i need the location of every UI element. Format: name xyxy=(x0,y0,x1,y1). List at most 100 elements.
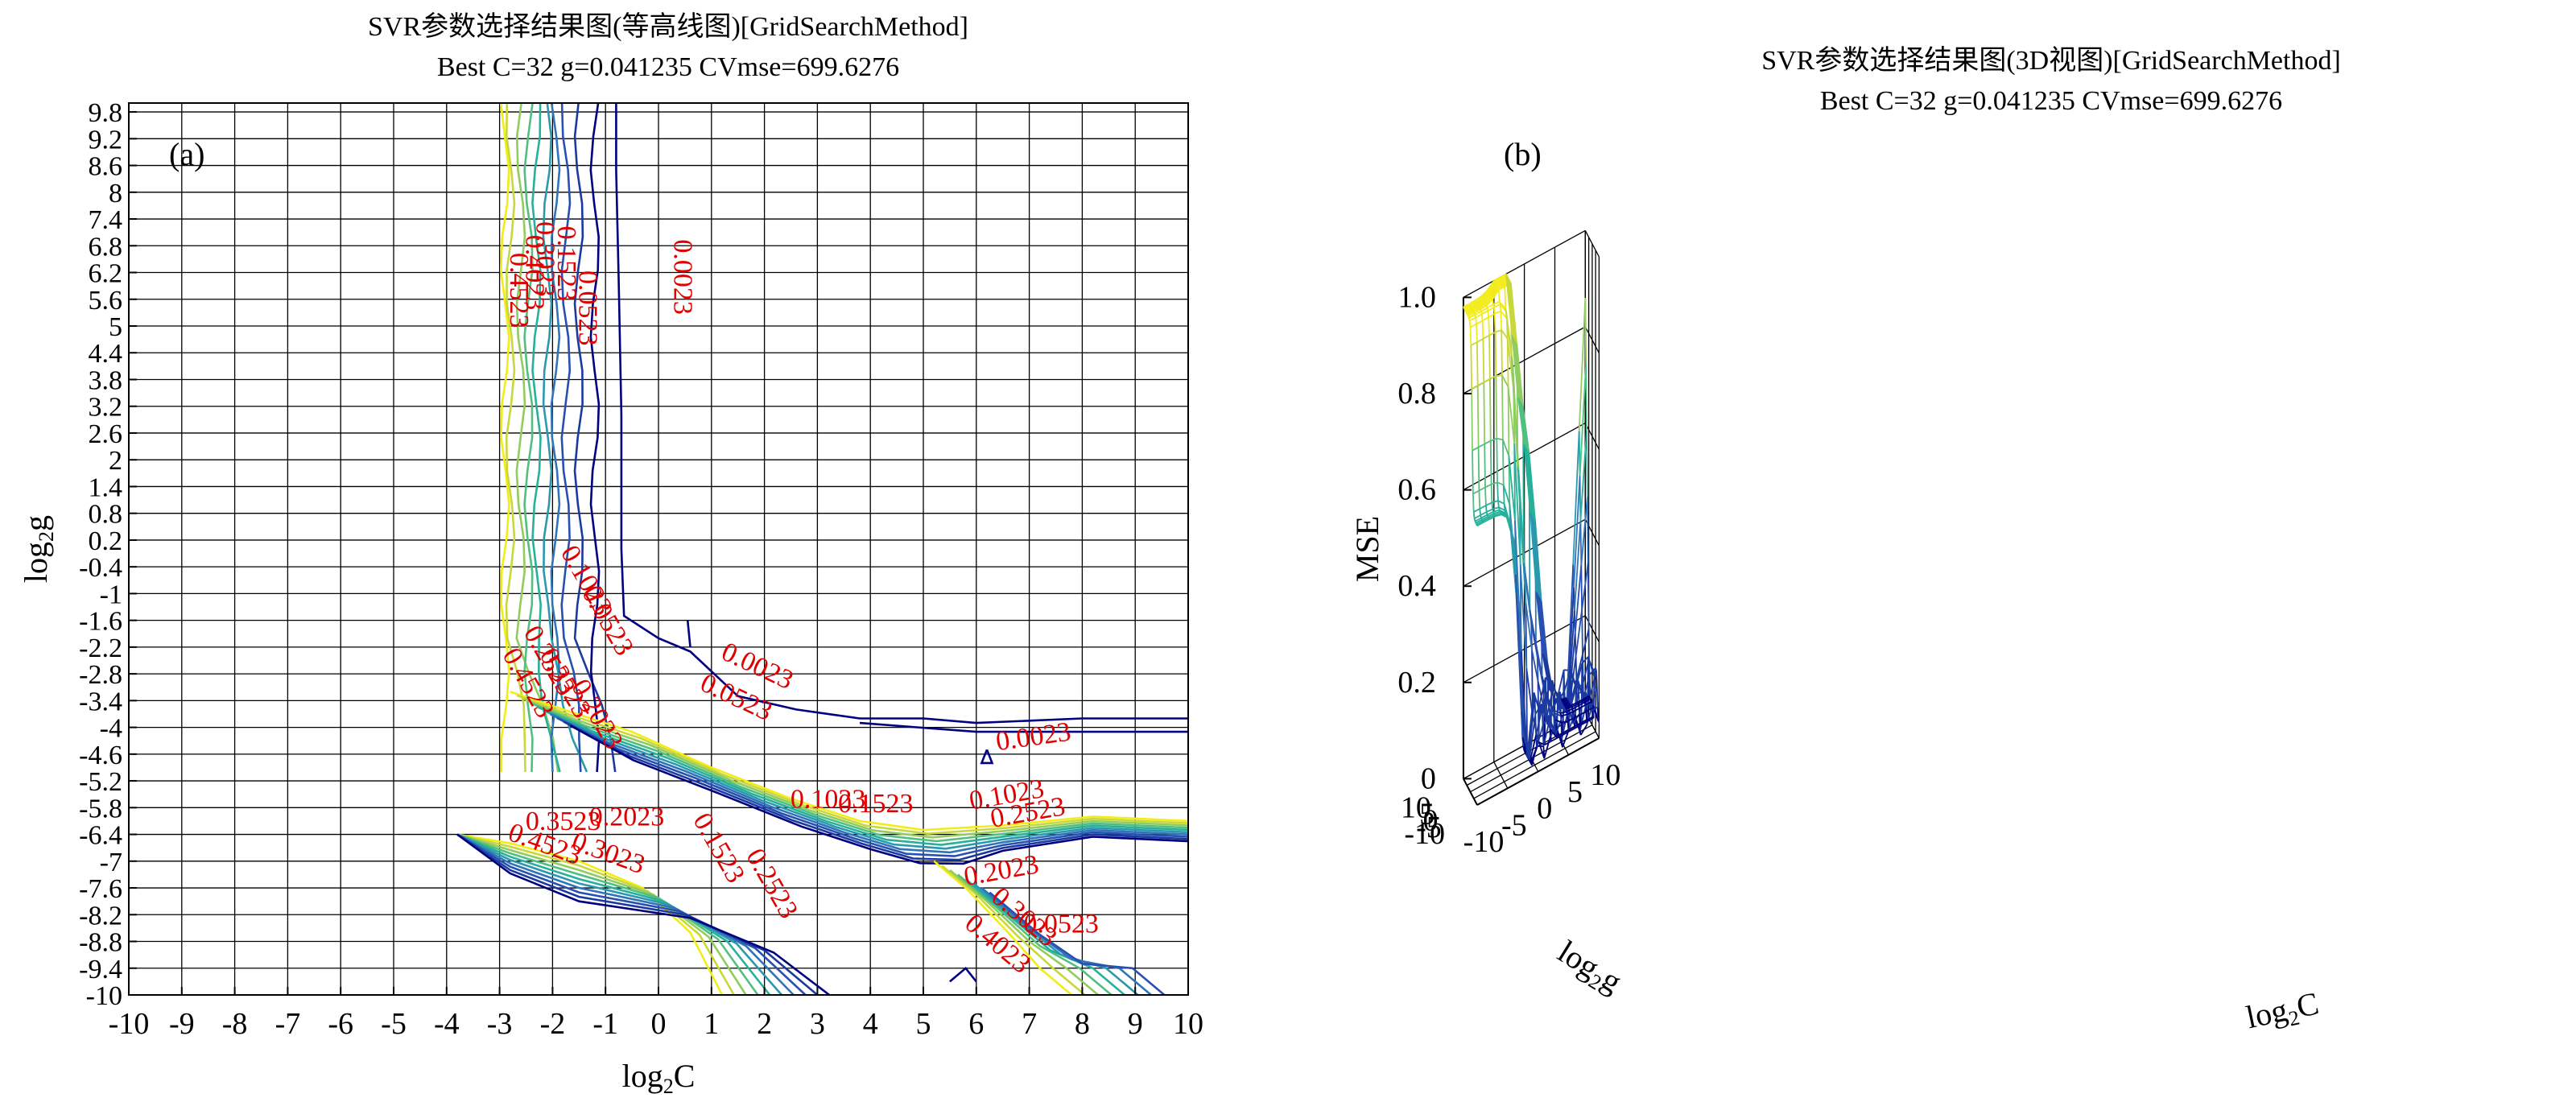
surface-mesh-line xyxy=(1486,508,1493,513)
surface-mesh-line xyxy=(1542,725,1545,747)
surface-mesh-line xyxy=(1484,483,1492,489)
contour-y-tick-label: -4 xyxy=(100,714,122,744)
surface-mesh-line xyxy=(1557,670,1565,697)
surface-mesh-line xyxy=(1537,681,1545,710)
surface-z-tick-label: 0 xyxy=(1421,761,1436,795)
surface-mesh-line xyxy=(1465,307,1472,312)
contour-x-tick-label: -1 xyxy=(592,1007,618,1041)
contour-y-tick-label: 6.8 xyxy=(89,232,123,262)
surface-mesh-line xyxy=(1488,284,1497,295)
surface-mesh-line xyxy=(1560,711,1567,714)
surface-mesh-line xyxy=(1505,308,1513,357)
surface-mesh-line xyxy=(1498,301,1506,309)
surface-mesh-line xyxy=(1582,658,1590,685)
surface-x-tick-label: -5 xyxy=(1501,808,1527,842)
contour-x-axis-label: log2C xyxy=(622,1058,696,1098)
surface-mesh-line xyxy=(1578,298,1587,431)
surface-mesh-line xyxy=(1567,711,1574,716)
surface-mesh-line xyxy=(1525,668,1528,757)
contour-y-tick-label: -8.8 xyxy=(79,928,122,958)
surface-mesh-line xyxy=(1561,722,1563,734)
surface-mesh-line xyxy=(1545,696,1548,716)
surface-mesh-line xyxy=(1478,443,1485,448)
contour-line xyxy=(949,966,977,983)
surface-mesh-line xyxy=(1482,316,1489,322)
contour-x-tick-label: 8 xyxy=(1075,1007,1090,1041)
contour-x-tick-label: -6 xyxy=(328,1007,353,1041)
contour-panel: SVR参数选择结果图(等高线图)[GridSearchMethod] Best … xyxy=(18,11,1203,1098)
surface-mesh-line xyxy=(1580,720,1588,726)
surface-mesh-line xyxy=(1487,510,1494,516)
contour-level-label: 0.2023 xyxy=(589,803,665,832)
surface-mesh-line xyxy=(1525,602,1533,650)
surface-mesh-line xyxy=(1502,439,1510,456)
surface-mesh-line xyxy=(1478,486,1486,492)
surface-mesh-line xyxy=(1485,297,1492,305)
surface-mesh-line xyxy=(1579,711,1587,716)
surface-mesh-line xyxy=(1533,697,1540,706)
surface-mesh-line xyxy=(1566,564,1575,698)
contour-level-label: 0.2523 xyxy=(740,844,803,923)
surface-mesh-line xyxy=(1529,734,1537,762)
surface-mesh-line xyxy=(1509,504,1517,575)
contour-y-tick-label: -10 xyxy=(86,981,122,1011)
contour-y-axis-label: log2g xyxy=(18,515,58,583)
surface-mesh-line xyxy=(1476,324,1478,343)
surface-mesh-line xyxy=(1496,438,1498,483)
surface-mesh-line xyxy=(1556,734,1564,739)
contour-y-tick-label: 9.8 xyxy=(89,98,123,128)
surface-mesh-line xyxy=(1472,450,1474,494)
surface-mesh-line xyxy=(1565,706,1572,710)
surface-mesh-line xyxy=(1496,437,1504,441)
surface-mesh-line xyxy=(1474,308,1481,314)
surface-mesh-line xyxy=(1579,704,1586,709)
contour-x-tick-label: -3 xyxy=(487,1007,513,1041)
surface-mesh-line xyxy=(1488,335,1491,379)
surface-mesh-line xyxy=(1482,338,1485,382)
surface-mesh-line xyxy=(1529,609,1537,645)
contour-line xyxy=(980,749,994,765)
contour-line xyxy=(499,102,510,773)
contour-line xyxy=(530,702,1189,843)
surface-mesh-line xyxy=(1587,563,1590,629)
contour-line xyxy=(964,878,1125,996)
surface-mesh-line xyxy=(1488,514,1496,519)
surface-mesh-line xyxy=(1558,705,1566,709)
surface-mesh-line xyxy=(1566,708,1573,713)
surface-mesh-line xyxy=(1496,482,1499,501)
surface-mesh-line xyxy=(1480,304,1488,311)
surface-mesh-line xyxy=(1576,683,1583,689)
contour-y-tick-label: -4.6 xyxy=(79,741,122,770)
contour-y-tick-label: 0.2 xyxy=(89,526,123,556)
surface-mesh-line xyxy=(1573,476,1581,588)
surface-mesh-line xyxy=(1548,701,1556,714)
surface-mesh-line xyxy=(1492,500,1499,504)
contour-y-tick-label: -2.2 xyxy=(79,634,122,663)
surface-mesh-line xyxy=(1470,345,1473,390)
surface-mesh-line xyxy=(1476,385,1480,448)
contour-y-tick-label: -1.6 xyxy=(79,607,122,637)
contour-line xyxy=(949,869,1099,996)
contour-level-label: 0.0523 xyxy=(572,270,602,346)
contour-y-tick-label: 5 xyxy=(109,312,122,342)
surface-mesh-line xyxy=(1542,653,1550,687)
surface-mesh-line xyxy=(1476,320,1484,325)
surface-mesh xyxy=(1463,273,1600,766)
surface-mesh-line xyxy=(1490,287,1498,297)
surface-z-tick-label: 0.2 xyxy=(1397,666,1436,700)
surface-mesh-line xyxy=(1596,686,1599,708)
surface-mesh-line xyxy=(1580,565,1583,610)
surface-mesh-line xyxy=(1484,440,1492,445)
surface-mesh-line xyxy=(1563,700,1570,705)
surface-mesh-line xyxy=(1554,712,1562,717)
surface-mesh-line xyxy=(1520,651,1528,757)
surface-y-tick-label: 5 xyxy=(1419,798,1435,832)
surface-mesh-line xyxy=(1463,303,1470,308)
surface-mesh-line xyxy=(1562,729,1569,734)
contour-level-label: 0.0023 xyxy=(994,717,1073,757)
surface-mesh-line xyxy=(1568,727,1576,733)
surface-mesh-line xyxy=(1548,686,1556,700)
surface-mesh-line xyxy=(1474,514,1481,519)
contour-x-tick-label: 2 xyxy=(757,1007,772,1041)
surface-mesh-line xyxy=(1549,708,1557,720)
